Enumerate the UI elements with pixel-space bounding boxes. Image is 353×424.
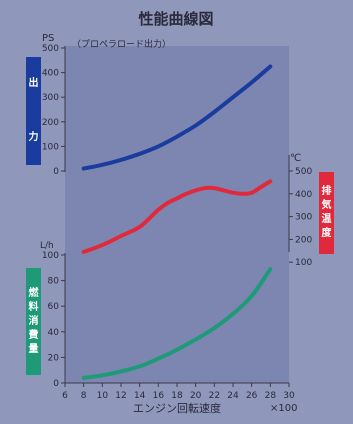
power-y-tick-label: 300 [42,93,59,103]
x-tick-label: 26 [246,391,258,401]
x-tick-label: 8 [81,391,87,401]
exhaust-label-char-1: 排 [321,186,332,197]
exhaust-y-tick-label: 400 [295,190,312,200]
exhaust-y-tick-label: 300 [295,213,312,223]
power-side-label: 出 力 [26,57,41,165]
power-series-line [81,64,273,171]
exhaust-y-tick-label: 500 [295,167,312,177]
exhaust-label-char-2: 気 [321,200,332,211]
exhaust-label-char-4: 度 [321,228,332,239]
x-tick-label: 20 [190,391,202,401]
exhaust-unit-label: ℃ [290,153,301,164]
exhaust-label-char-3: 温 [321,214,332,225]
exhaust-side-label: 排 気 温 度 [319,172,334,254]
x-tick-label: 6 [62,391,68,401]
exhaust-series-line [81,179,273,254]
x-tick-label: 30 [283,391,295,401]
fuel-y-tick-label: 20 [48,353,60,363]
x-tick-label: 10 [97,391,109,401]
fuel-y-tick-label: 40 [48,328,60,338]
exhaust-y-tick-label: 200 [295,235,312,245]
x-tick-label: 12 [115,391,126,401]
fuel-side-label: 燃 料 消 費 量 [26,268,41,375]
power-y-tick-label: 0 [53,167,59,177]
plot-area [65,46,289,383]
power-y-tick-label: 400 [42,69,59,79]
x-tick-label: 28 [265,391,277,401]
x-tick-label: 22 [209,391,220,401]
x-tick-label: 24 [227,391,239,401]
power-label-char-2: 力 [28,132,39,143]
fuel-label-char-3: 消 [28,315,39,327]
fuel-y-tick-label: 60 [48,302,60,312]
fuel-y-tick-label: 80 [48,277,60,287]
power-y-tick-label: 500 [42,44,59,54]
axes-layer: 6 8 10 12 14 16 18 20 22 24 26 28 300100200300400500… [42,44,313,401]
x-tick-label: 14 [134,391,146,401]
power-y-tick-label: 100 [42,142,59,152]
fuel-y-tick-label: 100 [42,251,59,261]
fuel-label-char-2: 料 [28,301,39,313]
fuel-label-char-1: 燃 [28,287,39,299]
fuel-series-line [81,267,273,380]
exhaust-y-tick-label: 100 [295,258,312,268]
fuel-label-char-4: 費 [28,329,39,341]
fuel-y-tick-label: 0 [53,379,59,389]
fuel-unit-label: L/h [40,241,54,251]
x-axis-multiplier: ×100 [270,403,297,414]
power-label-char-1: 出 [28,78,39,89]
x-tick-label: 18 [171,391,183,401]
fuel-label-char-5: 量 [28,343,39,355]
power-y-tick-label: 200 [42,118,59,128]
chart-title: 性能曲線図 [138,10,213,28]
series-layer [81,64,273,380]
x-tick-label: 16 [153,391,165,401]
power-unit-label: PS [42,33,54,44]
power-note: （プロペラロード出力） [72,38,171,50]
x-axis-title: エンジン回転速度 [133,401,221,415]
